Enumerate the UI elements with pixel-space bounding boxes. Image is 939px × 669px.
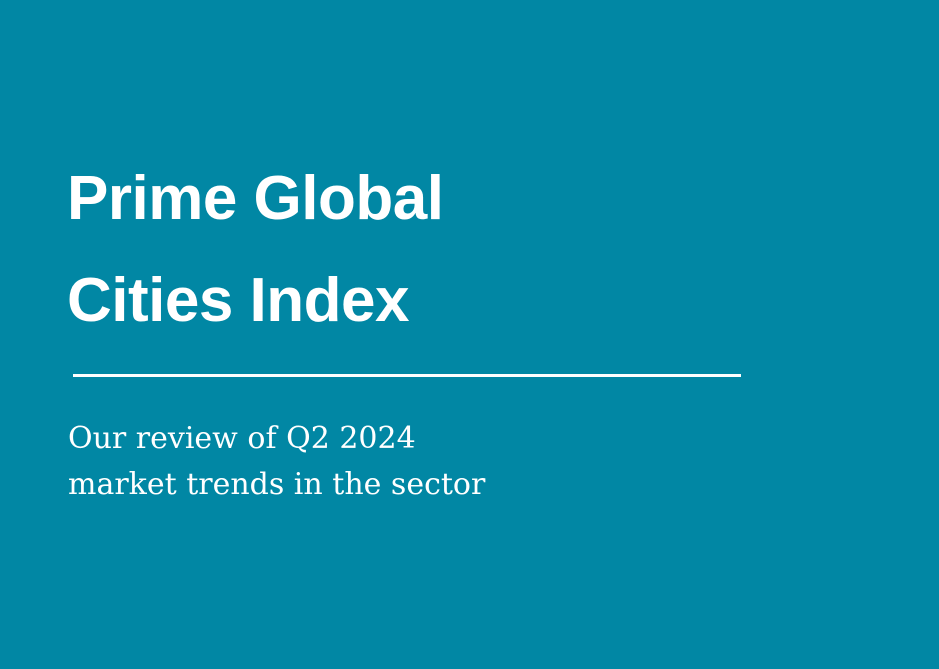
title-line-2: Cities Index bbox=[67, 266, 410, 335]
subtitle: Our review of Q2 2024 market trends in t… bbox=[68, 416, 485, 508]
title-line-1: Prime Global bbox=[67, 164, 444, 233]
subtitle-line-1: Our review of Q2 2024 bbox=[68, 421, 416, 456]
divider-rule bbox=[73, 374, 741, 377]
page-title: Prime Global Cities Index bbox=[67, 148, 444, 352]
subtitle-line-2: market trends in the sector bbox=[68, 467, 486, 502]
